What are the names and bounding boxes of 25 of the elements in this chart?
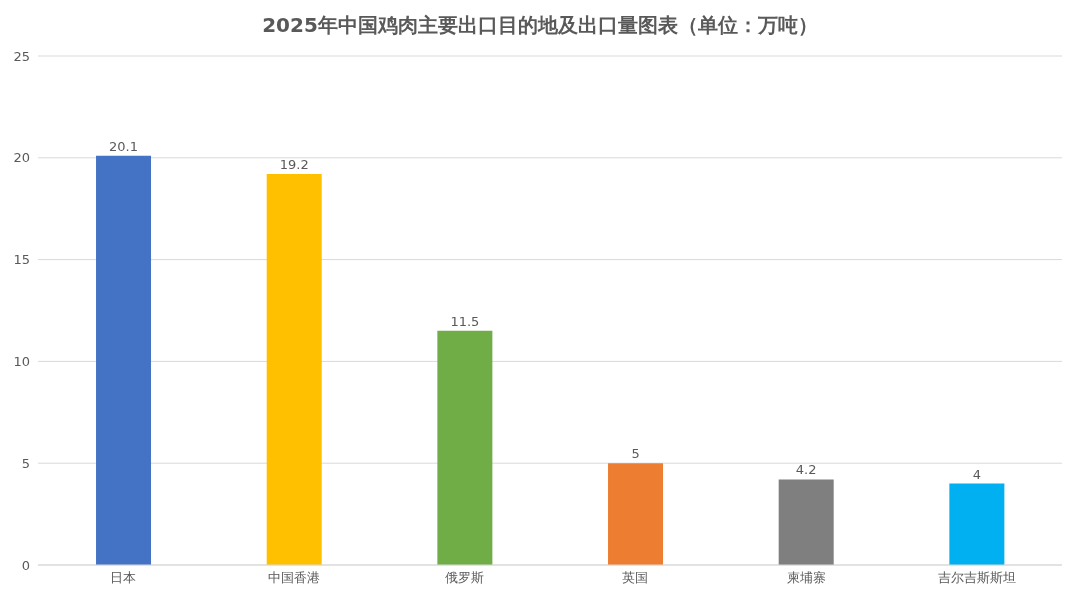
data-label: 4.2 <box>795 462 817 478</box>
data-label: 5 <box>631 446 640 462</box>
y-tick-label: 20 <box>13 150 30 166</box>
y-tick-label: 25 <box>13 48 30 64</box>
x-tick-label: 俄罗斯 <box>445 570 485 586</box>
x-tick-label: 中国香港 <box>268 570 320 586</box>
x-tick-label: 吉尔吉斯斯坦 <box>937 570 1016 586</box>
bar <box>949 483 1005 565</box>
x-tick-label: 柬埔寨 <box>786 570 826 586</box>
data-label: 19.2 <box>279 157 309 173</box>
y-tick-label: 15 <box>13 252 30 268</box>
bar <box>778 479 834 565</box>
x-tick-label: 英国 <box>622 570 649 586</box>
data-label: 4 <box>972 466 981 482</box>
bar <box>266 174 322 565</box>
data-label: 11.5 <box>450 313 480 329</box>
data-label: 20.1 <box>109 138 138 154</box>
bar <box>96 155 152 565</box>
y-tick-label: 0 <box>21 557 30 573</box>
y-tick-label: 5 <box>21 455 30 471</box>
x-tick-label: 日本 <box>110 570 137 586</box>
chart-title: 2025年中国鸡肉主要出口目的地及出口量图表（单位：万吨） <box>261 12 819 39</box>
bar <box>608 463 664 565</box>
y-tick-label: 10 <box>13 354 30 370</box>
bar <box>437 330 493 565</box>
